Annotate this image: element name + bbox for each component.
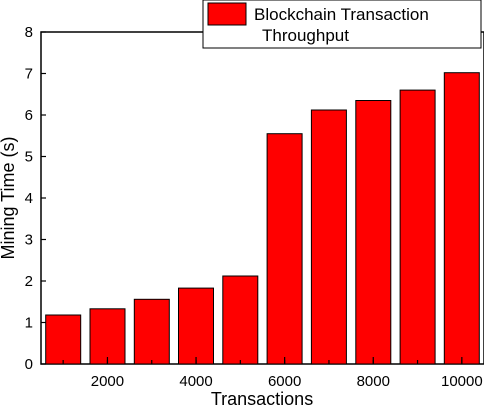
bar-5000 bbox=[222, 275, 259, 365]
bar-6000 bbox=[266, 133, 303, 365]
y-tick-label: 5 bbox=[25, 149, 33, 166]
y-tick-label: 4 bbox=[25, 190, 33, 207]
bar-10000 bbox=[443, 72, 480, 365]
x-tick-label: 10000 bbox=[441, 373, 483, 390]
x-tick-label: 6000 bbox=[268, 373, 301, 390]
y-tick-label: 7 bbox=[25, 66, 33, 83]
y-tick-label: 0 bbox=[25, 356, 33, 373]
legend-label-line-2: Throughput bbox=[262, 26, 349, 45]
legend: Blockchain Transaction Throughput bbox=[202, 0, 482, 49]
y-tick-label: 6 bbox=[25, 107, 33, 124]
y-tick-label: 1 bbox=[25, 315, 33, 332]
bar-2000 bbox=[89, 308, 126, 365]
bar-7000 bbox=[310, 109, 347, 365]
x-axis-ticks: 2000 4000 6000 8000 10000 bbox=[62, 357, 483, 390]
legend-swatch bbox=[207, 2, 247, 26]
bar-4000 bbox=[178, 287, 214, 365]
bars bbox=[45, 72, 480, 365]
bar-9000 bbox=[399, 89, 436, 365]
y-axis-title: Mining Time (s) bbox=[0, 136, 18, 259]
legend-box bbox=[202, 0, 482, 49]
legend-label-line-1: Blockchain Transaction bbox=[254, 5, 429, 24]
y-tick-label: 8 bbox=[25, 24, 33, 41]
bar-3000 bbox=[133, 298, 170, 365]
bar-8000 bbox=[355, 100, 392, 365]
y-tick-label: 2 bbox=[25, 273, 33, 290]
x-axis-title: Transactions bbox=[211, 389, 313, 409]
x-tick-label: 2000 bbox=[91, 373, 124, 390]
x-tick-label: 4000 bbox=[179, 373, 212, 390]
y-tick-label: 3 bbox=[25, 232, 33, 249]
plot-area: 0 1 2 3 4 5 6 7 8 2000 4000 6000 8000 10000 bbox=[25, 24, 484, 390]
x-tick-label: 8000 bbox=[357, 373, 390, 390]
y-axis-ticks: 0 1 2 3 4 5 6 7 8 bbox=[25, 24, 46, 373]
bar-1000 bbox=[45, 314, 82, 365]
